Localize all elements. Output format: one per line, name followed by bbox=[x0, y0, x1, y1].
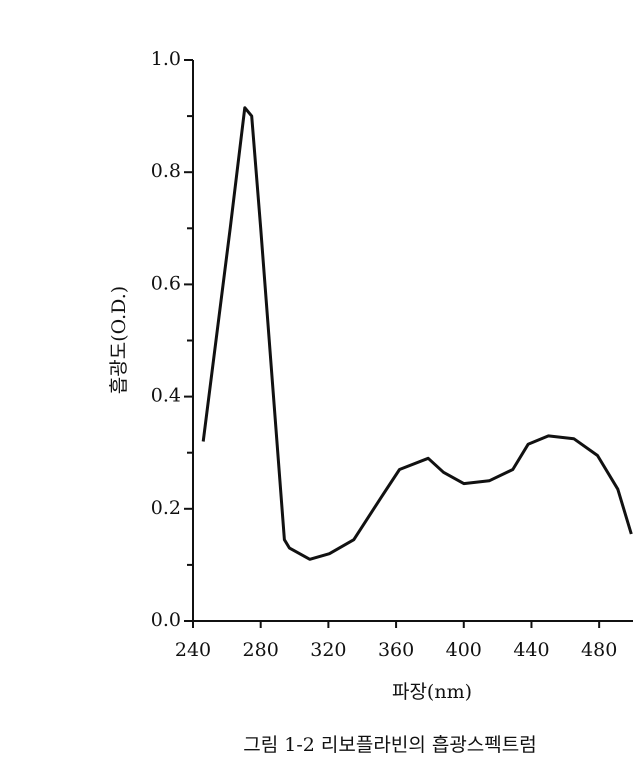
y-tick-label: 0.4 bbox=[151, 385, 181, 407]
caption: 그림 1-2 리보플라빈의 흡광스펙트럼 bbox=[243, 734, 536, 756]
x-axis-label: 파장(nm) bbox=[392, 681, 472, 703]
x-tick-label: 400 bbox=[446, 639, 482, 661]
x-tick-label: 280 bbox=[243, 639, 279, 661]
spectrum-line bbox=[201, 106, 633, 561]
x-tick-label: 240 bbox=[175, 639, 211, 661]
x-tick-label: 360 bbox=[378, 639, 414, 661]
y-tick-label: 0.2 bbox=[151, 497, 181, 519]
x-tick-label: 440 bbox=[513, 639, 549, 661]
x-tick-label: 480 bbox=[581, 639, 617, 661]
y-tick-label: 0.8 bbox=[151, 160, 181, 182]
y-tick-label: 0.0 bbox=[151, 609, 181, 631]
y-tick-label: 0.6 bbox=[151, 272, 181, 294]
y-tick-label: 1.0 bbox=[151, 48, 181, 70]
x-tick-label: 320 bbox=[310, 639, 346, 661]
y-axis-label: 흡광도(O.D.) bbox=[108, 286, 130, 394]
